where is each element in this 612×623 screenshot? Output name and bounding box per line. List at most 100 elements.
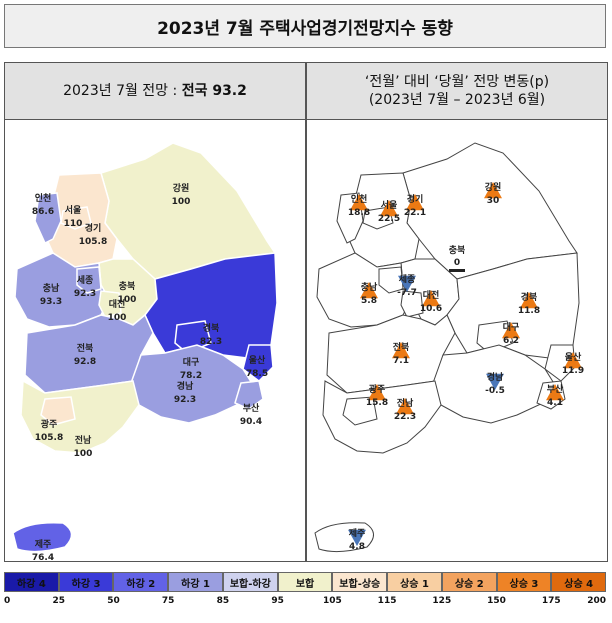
region-index-value: 105.8	[35, 433, 63, 443]
region-index-value: 92.8	[74, 357, 96, 367]
rise-triangle-icon	[350, 194, 368, 211]
region-index-value: 82.3	[200, 337, 222, 347]
region-index-value: 100	[108, 313, 127, 323]
legend-tick-label: 115	[377, 596, 397, 606]
region-index-value: 90.4	[240, 417, 262, 427]
region-name-label: 울산	[249, 354, 266, 366]
legend-tick-label: 50	[107, 596, 120, 606]
legend-item: 하강 4	[4, 572, 59, 592]
region-name-label: 전남	[397, 397, 414, 409]
legend-item: 상승 1	[387, 572, 442, 592]
fall-triangle-icon	[486, 373, 504, 390]
region-name-label: 부산	[243, 402, 260, 414]
region-name-label: 경기	[407, 193, 424, 205]
region-jeju	[12, 521, 73, 553]
legend-item: 하강 2	[113, 572, 169, 592]
region-index-value: 78.5	[246, 369, 268, 379]
rise-triangle-icon	[520, 292, 538, 309]
rise-triangle-icon	[406, 194, 424, 211]
legend-item: 하강 3	[58, 572, 114, 592]
region-change-value: 0	[454, 258, 460, 268]
region-busan	[234, 380, 264, 410]
rise-triangle-icon	[564, 352, 582, 369]
legend-bar: 하강 4 하강 3 하강 2 하강 1 보합-하강 보합 보합-상승 상승 1 상승 2 상승 3…	[4, 572, 607, 592]
region-name-label: 경북	[521, 291, 538, 303]
region-change-value: 18.8	[348, 208, 370, 218]
outline-sejong	[378, 266, 404, 294]
region-name-label: 울산	[565, 351, 582, 363]
fall-triangle-icon	[348, 529, 366, 546]
legend-tick-label: 95	[271, 596, 284, 606]
region-index-value: 100	[118, 295, 137, 305]
region-change-value: 22.1	[404, 208, 426, 218]
region-name-label: 충남	[361, 281, 378, 293]
outline-daejeon	[400, 290, 424, 318]
region-index-value: 78.2	[180, 371, 202, 381]
region-name-label: 서울	[381, 199, 398, 211]
legend-tick-label: 105	[322, 596, 342, 606]
region-change-value: -0.5	[485, 386, 505, 396]
index-map: 인천 86.6 서울 110 경기 105.8 강원 100 충북 100 충남 93.3 세종 92.3…	[12, 142, 278, 563]
region-change-value: 4.8	[349, 542, 365, 552]
legend-item: 상승 3	[496, 572, 552, 592]
region-name-label: 인천	[351, 194, 368, 205]
rise-triangle-icon	[502, 322, 520, 339]
change-map-panel: ‘전월’ 대비 ‘당월’ 전망 변동(p) (2023년 7월 – 2023년 …	[306, 62, 608, 562]
rise-triangle-icon	[380, 200, 398, 217]
national-index: 전국 93.2	[181, 83, 247, 99]
legend-tick-label: 150	[487, 596, 506, 606]
region-change-value: 7.1	[393, 356, 409, 366]
region-name-label: 광주	[369, 383, 386, 395]
region-name-label: 부산	[547, 383, 564, 395]
change-map: 인천 18.8 서울 22.5 경기 22.1 강원 30 충북 0 세종 -7.7 충남 5.8 대전 10…	[314, 142, 584, 553]
rise-triangle-icon	[484, 182, 502, 199]
region-name-label: 충북	[449, 244, 466, 256]
region-index-value: 100	[74, 449, 93, 459]
region-change-value: 22.5	[378, 214, 400, 224]
change-map-header: ‘전월’ 대비 ‘당월’ 전망 변동(p) (2023년 7월 – 2023년 …	[307, 63, 607, 120]
outline-gwangju	[342, 396, 378, 426]
region-sejong	[76, 266, 102, 294]
region-change-value: 5.8	[361, 296, 377, 306]
region-name-label: 경남	[487, 371, 504, 383]
legend-tick-label: 125	[432, 596, 452, 606]
legend-item: 상승 4	[551, 572, 607, 592]
region-index-value: 100	[172, 197, 191, 207]
legend-tick-label: 25	[52, 596, 65, 606]
region-change-value: -7.7	[397, 288, 417, 298]
region-daejeon	[98, 290, 122, 318]
region-change-value: 22.3	[394, 412, 416, 422]
region-change-value: 11.9	[562, 366, 584, 376]
region-name-label: 제주	[349, 527, 366, 539]
region-name-label: 세종	[77, 274, 94, 286]
region-gwangju	[40, 396, 76, 426]
rise-triangle-icon	[368, 384, 386, 401]
region-index-value: 93.3	[40, 297, 62, 307]
region-name-label: 전남	[75, 434, 92, 446]
region-index-value: 110	[64, 219, 83, 229]
region-index-value: 92.3	[74, 289, 96, 299]
region-change-value: 30	[487, 196, 500, 206]
region-name-label: 세종	[399, 273, 416, 285]
region-name-label: 대전	[109, 298, 126, 310]
legend-tick-label: 175	[541, 596, 561, 606]
region-name-label: 인천	[35, 193, 52, 204]
region-name-label: 충북	[119, 280, 136, 292]
legend-tick-label: 75	[161, 596, 175, 606]
fall-triangle-icon	[398, 275, 416, 292]
region-name-label: 경북	[203, 322, 220, 334]
region-name-label: 대구	[183, 356, 200, 368]
region-name-label: 대전	[423, 289, 440, 301]
legend-tick-label: 0	[4, 596, 11, 606]
legend-item: 보합-하강	[222, 572, 278, 592]
region-change-value: 10.6	[420, 304, 442, 314]
region-name-label: 경기	[85, 222, 102, 234]
region-index-value: 105.8	[79, 237, 107, 247]
region-name-label: 광주	[41, 418, 58, 430]
region-ulsan	[242, 344, 274, 382]
region-name-label: 강원	[173, 182, 190, 194]
outline-ulsan	[544, 344, 576, 382]
region-incheon	[34, 192, 62, 245]
flat-bar-icon	[449, 269, 465, 272]
index-map-panel: 2023년 7월 전망 : 전국 93.2 인천 86.6 서울 110 경기 105.8…	[4, 62, 306, 563]
